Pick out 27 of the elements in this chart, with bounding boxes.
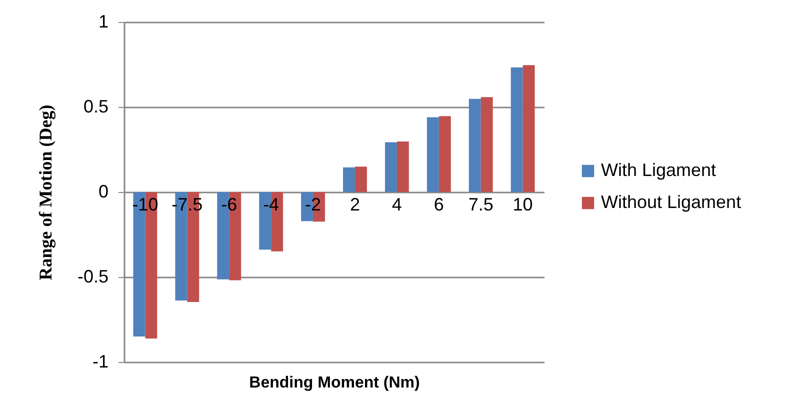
bar [426,117,439,192]
bar [384,142,397,192]
x-tick-label: -7.5 [172,194,203,214]
x-tick-label: 6 [434,194,444,214]
legend-label: With Ligament [601,160,716,180]
x-tick-label: 4 [392,194,402,214]
bar [354,166,367,192]
y-tick-label: -0.5 [77,266,108,286]
bar [468,98,481,192]
x-tick-label: -2 [305,194,322,214]
x-tick-label: 2 [350,194,360,214]
bar [480,97,493,192]
y-tick-label: -1 [92,352,108,372]
legend-label: Without Ligament [601,192,742,212]
y-tick-label: 1 [98,12,108,32]
bar [438,116,451,192]
x-tick-label: -10 [132,194,158,214]
x-tick-label: 10 [512,194,533,214]
bar [510,67,523,192]
bar [396,142,409,192]
y-axis-title: Range of Motion (Deg) [35,104,56,280]
y-tick-label: 0.5 [83,96,108,116]
bar [522,65,535,192]
y-tick-label: 0 [98,182,108,202]
x-tick-label: 7.5 [468,194,494,214]
bar [343,167,355,192]
x-axis-title: Bending Moment (Nm) [249,374,420,392]
